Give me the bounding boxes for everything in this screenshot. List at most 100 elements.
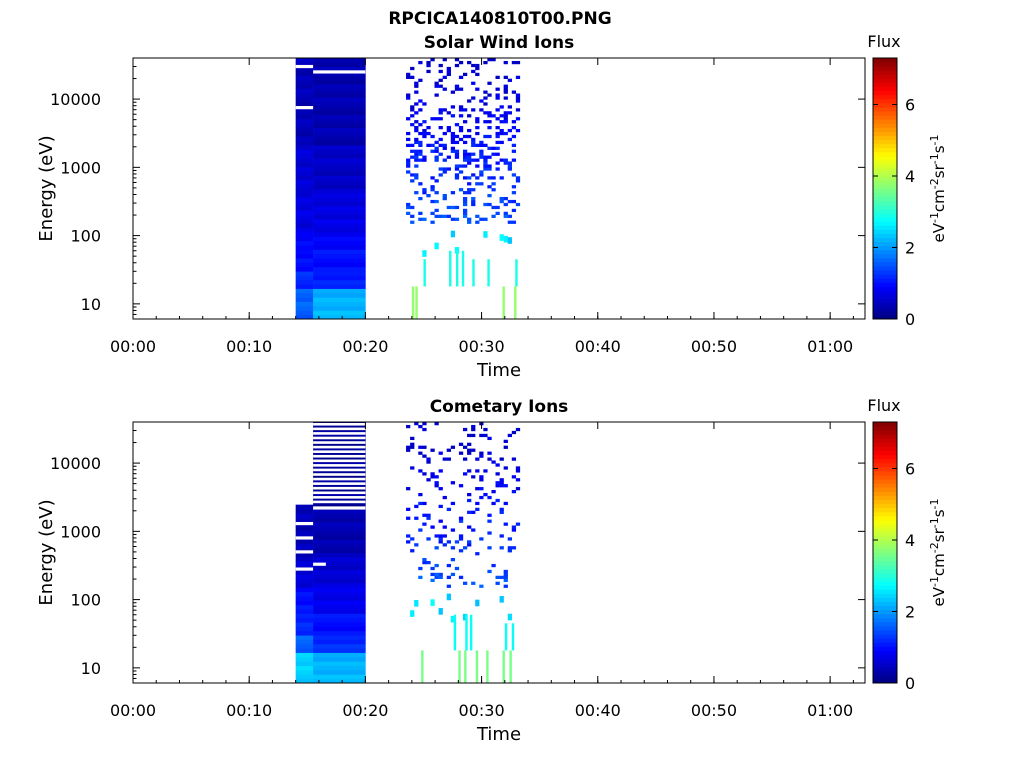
- flux-streak: [472, 259, 475, 287]
- scatter-cell: [418, 566, 423, 571]
- scatter-cell: [418, 211, 423, 216]
- scatter-cell: [462, 152, 468, 156]
- scatter-cell: [462, 158, 468, 162]
- colorbar-swatch: [873, 601, 897, 607]
- colorbar-swatch: [873, 229, 897, 234]
- scatter-cell: [503, 235, 508, 243]
- spectrogram-cell: [313, 678, 366, 683]
- colorbar-swatch: [873, 102, 897, 108]
- scatter-cell: [507, 546, 512, 550]
- scatter-cell: [515, 427, 521, 432]
- colorbar-swatch: [873, 450, 897, 456]
- scatter-cell: [467, 498, 472, 503]
- colorbar-swatch: [873, 540, 897, 545]
- scatter-cell: [487, 519, 492, 523]
- scatter-cell: [410, 149, 415, 153]
- spectrogram-cell: [313, 97, 366, 102]
- scatter-cell: [475, 72, 480, 77]
- data-gap: [313, 436, 366, 440]
- scatter-cell: [410, 179, 415, 183]
- colorbar-swatch: [873, 470, 897, 476]
- colorbar-swatch: [873, 528, 897, 533]
- figure-title: RPCICA140810T00.PNG: [388, 9, 611, 29]
- colorbar-swatch: [873, 196, 897, 202]
- scatter-cell: [458, 451, 464, 455]
- colorbar-swatch: [873, 225, 897, 230]
- scatter-cell: [511, 199, 517, 204]
- data-gap: [313, 477, 366, 481]
- scatter-cell: [471, 475, 476, 479]
- scatter-cell: [507, 137, 512, 142]
- scatter-cell: [406, 158, 411, 162]
- scatter-cell: [467, 469, 472, 473]
- colorbar-swatch: [873, 176, 897, 181]
- scatter-cell: [442, 167, 447, 171]
- spectrogram-cell: [295, 596, 314, 601]
- scatter-cell: [515, 469, 521, 473]
- scatter-cell: [442, 495, 447, 500]
- spectrogram-cell: [313, 258, 366, 263]
- x-tick-label: 00:10: [226, 337, 272, 356]
- scatter-cell: [462, 134, 468, 139]
- scatter-cell: [438, 214, 443, 218]
- scatter-cell: [483, 158, 488, 162]
- scatter-cell: [462, 445, 468, 449]
- scatter-cell: [426, 60, 431, 65]
- spectrogram-cell: [295, 175, 314, 181]
- scatter-cell: [491, 176, 496, 180]
- scatter-cell: [503, 84, 508, 88]
- scatter-cell: [499, 105, 504, 109]
- scatter-cell: [414, 422, 419, 426]
- spectrogram-cell: [295, 71, 314, 76]
- solar-wind-ions-spectrogram: [295, 58, 521, 319]
- scatter-cell: [503, 445, 508, 449]
- scatter-cell: [495, 211, 500, 216]
- y-tick-label: 100: [70, 591, 101, 610]
- spectrogram-cell: [313, 452, 366, 458]
- scatter-cell: [503, 211, 508, 216]
- scatter-cell: [503, 196, 508, 201]
- scatter-cell: [499, 120, 504, 124]
- scatter-cell: [495, 117, 500, 121]
- colorbar-swatch: [873, 314, 897, 320]
- colorbar-swatch: [873, 438, 897, 443]
- colorbar-swatch: [873, 646, 897, 651]
- scatter-cell: [446, 126, 451, 130]
- spectrogram-cell: [295, 301, 314, 307]
- spectrogram-cell: [313, 192, 366, 198]
- spectrogram-cell: [313, 648, 366, 653]
- scatter-cell: [499, 140, 504, 145]
- scatter-cell: [467, 217, 472, 221]
- spectrogram-cell: [295, 184, 314, 189]
- scatter-cell: [462, 155, 468, 159]
- colorbar-swatch: [873, 597, 897, 602]
- scatter-cell: [475, 131, 480, 136]
- scatter-cell: [410, 143, 415, 148]
- scatter-cell: [515, 522, 521, 526]
- scatter-cell: [487, 58, 492, 62]
- colorbar-swatch: [873, 532, 897, 537]
- scatter-cell: [467, 191, 472, 195]
- scatter-cell: [454, 217, 460, 221]
- colorbar-swatch: [873, 58, 897, 63]
- spectrogram-cell: [313, 461, 366, 466]
- colorbar-swatch: [873, 434, 897, 439]
- scatter-cell: [450, 546, 456, 550]
- colorbar-swatch: [873, 294, 897, 300]
- scatter-cell: [483, 231, 488, 238]
- scatter-cell: [406, 75, 411, 79]
- spectrogram-cell: [313, 565, 366, 571]
- scatter-cell: [499, 484, 504, 488]
- colorbar-title: Flux: [867, 396, 900, 415]
- scatter-cell: [471, 143, 476, 148]
- scatter-cell: [430, 58, 435, 62]
- scatter-cell: [442, 214, 447, 218]
- scatter-cell: [499, 131, 504, 136]
- spectrogram-cell: [295, 284, 314, 289]
- scatter-cell: [487, 176, 492, 180]
- spectrogram-cell: [313, 136, 366, 142]
- colorbar-swatch: [873, 548, 897, 553]
- scatter-cell: [511, 208, 517, 213]
- scatter-cell: [475, 158, 480, 162]
